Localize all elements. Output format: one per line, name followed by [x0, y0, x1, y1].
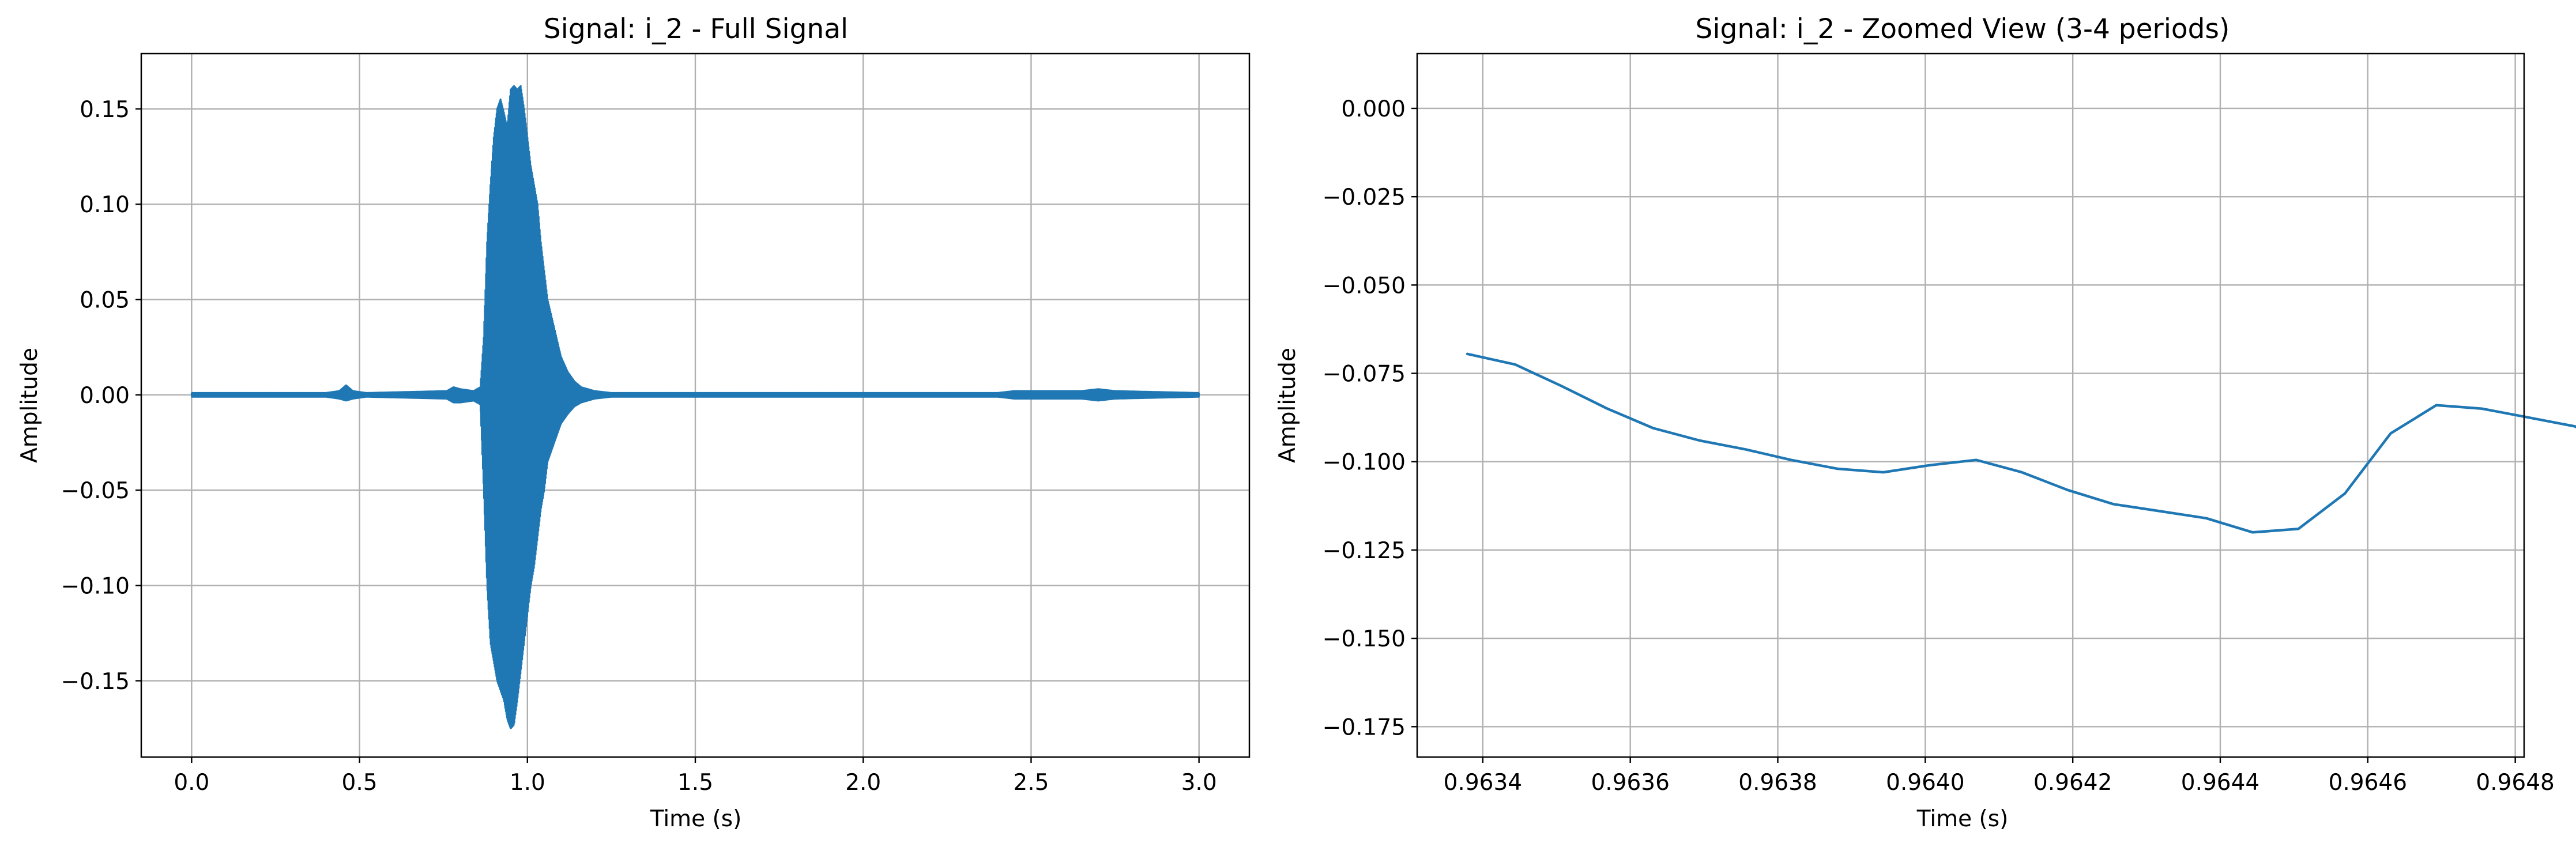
full-signal-title: Signal: i_2 - Full Signal	[544, 13, 848, 45]
zoomed-view-y-tick-label: −0.125	[1323, 538, 1406, 564]
zoomed-view-x-tick-label: 0.9636	[1591, 770, 1669, 796]
full-signal-grid	[141, 54, 1249, 757]
full-signal-x-label: Time (s)	[650, 806, 742, 832]
zoomed-view-y-label: Amplitude	[1275, 348, 1301, 463]
zoomed-view-y-tick-label: −0.025	[1323, 185, 1406, 210]
zoomed-view-x-tick-label: 0.9646	[2329, 770, 2407, 796]
zoomed-view-title: Signal: i_2 - Zoomed View (3-4 periods)	[1696, 13, 2230, 45]
full-signal-x-tick-label: 1.0	[510, 770, 545, 796]
full-signal-x-tick-label: 3.0	[1181, 770, 1217, 796]
zoomed-view-y-tick-label: 0.000	[1341, 96, 1406, 122]
full-signal-y-label: Amplitude	[17, 348, 43, 463]
full-signal-plot-area	[190, 85, 1200, 729]
zoomed-view-grid	[1417, 54, 2524, 757]
zoomed-view-series-line	[1466, 352, 2576, 534]
zoomed-view-y-tick-label: −0.100	[1323, 450, 1406, 476]
full-signal-y-tick-label: 0.05	[80, 288, 130, 314]
full-signal-x-tick-label: 0.0	[174, 770, 209, 796]
zoomed-view-x-tick-label: 0.9648	[2476, 770, 2554, 796]
zoomed-view-x-tick-label: 0.9642	[2033, 770, 2112, 796]
full-signal-y-tick-label: −0.15	[61, 669, 130, 695]
full-signal-x-tick-label: 2.5	[1013, 770, 1049, 796]
zoomed-view-x-tick-label: 0.9638	[1738, 770, 1817, 796]
full-signal-x-tick-label: 0.5	[342, 770, 378, 796]
full-signal-y-ticks: −0.15 −0.10 −0.05 0.00 0.05 0.10 0.15	[61, 97, 141, 695]
zoomed-view-y-tick-label: −0.075	[1323, 362, 1406, 387]
full-signal-chart: Signal: i_2 - Full Signal 0.0 0.5 1.0 1.5 2.…	[17, 13, 1251, 832]
full-signal-x-ticks: 0.0 0.5 1.0 1.5 2.0 2.5 3.0	[174, 757, 1217, 796]
full-signal-series-line	[190, 85, 1200, 729]
full-signal-y-tick-label: −0.10	[61, 573, 130, 599]
full-signal-y-tick-label: −0.05	[61, 478, 130, 504]
zoomed-view-x-tick-label: 0.9644	[2181, 770, 2259, 796]
zoomed-view-x-tick-label: 0.9634	[1444, 770, 1522, 796]
zoomed-view-y-tick-label: −0.175	[1323, 714, 1406, 740]
full-signal-x-tick-label: 1.5	[677, 770, 713, 796]
full-signal-y-tick-label: 0.10	[80, 192, 130, 218]
zoomed-view-y-tick-label: −0.050	[1323, 273, 1406, 299]
zoomed-view-y-ticks: −0.175 −0.150 −0.125 −0.100 −0.075 −0.050 −0.0…	[1323, 96, 1417, 740]
full-signal-y-tick-label: 0.15	[80, 97, 130, 123]
zoomed-view-x-label: Time (s)	[1916, 806, 2009, 832]
full-signal-y-tick-label: 0.00	[80, 383, 130, 409]
zoomed-view-y-tick-label: −0.150	[1323, 626, 1406, 652]
zoomed-view-axes-frame	[1416, 52, 2525, 758]
full-signal-x-tick-label: 2.0	[845, 770, 881, 796]
zoomed-view-plot-area	[1466, 352, 2576, 534]
zoomed-view-x-ticks: 0.9634 0.9636 0.9638 0.9640 0.9642 0.9644 0.96…	[1444, 757, 2555, 796]
zoomed-view-x-tick-label: 0.9640	[1886, 770, 1964, 796]
zoomed-view-chart: Signal: i_2 - Zoomed View (3-4 periods) …	[1275, 13, 2576, 832]
